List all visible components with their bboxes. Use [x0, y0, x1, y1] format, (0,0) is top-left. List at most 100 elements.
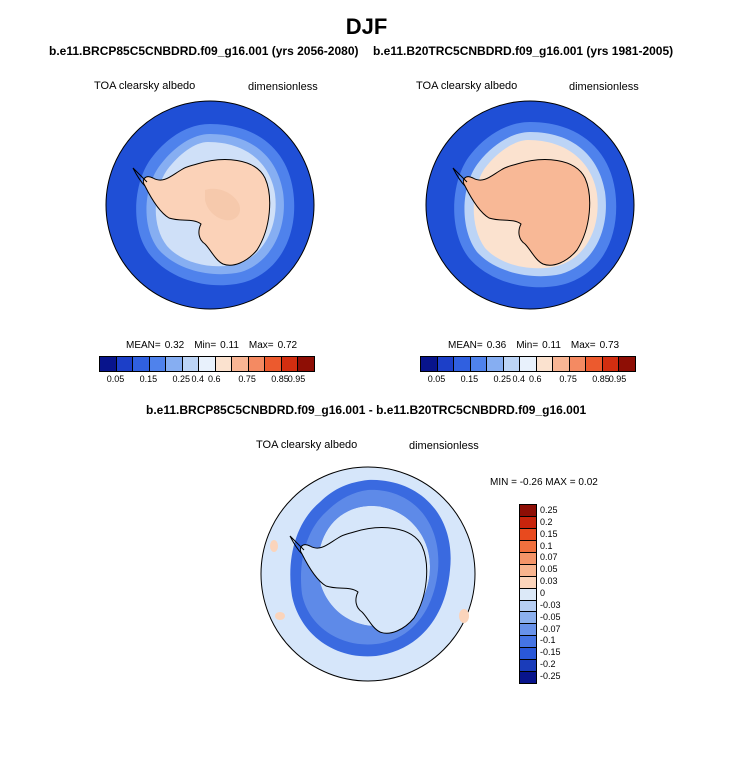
colorbar-tick-label: -0.03 [540, 599, 561, 610]
mean-label: MEAN= [448, 340, 483, 351]
max-value: 0.72 [277, 340, 298, 351]
colorbar-swatch [520, 648, 536, 661]
colorbar-swatch [569, 357, 587, 371]
colorbar-swatch [520, 505, 536, 517]
antarctic-peninsula [452, 167, 468, 187]
colorbar-tick-label: -0.1 [540, 635, 556, 646]
colorbar-swatch [520, 552, 536, 565]
colorbar-tick-label: 0.15 [139, 374, 158, 384]
diff-positive-patch [275, 612, 285, 620]
colorbar-swatch [149, 357, 167, 371]
colorbar-tick-label: 0.05 [106, 374, 125, 384]
colorbar-swatch [520, 516, 536, 529]
colorbar-tick-label: 0.1 [540, 540, 553, 551]
colorbar-tick-label: 0.03 [540, 576, 558, 587]
min-label: Min= [516, 340, 539, 351]
antarctica-landmass [142, 159, 271, 266]
antarctic-peninsula [132, 167, 148, 187]
diff-positive-patch [270, 540, 278, 552]
diff-map [260, 466, 476, 682]
colorbar-swatch [520, 357, 537, 371]
panel-1-variable-label: TOA clearsky albedo [94, 80, 196, 92]
colorbar-swatch [281, 357, 299, 371]
figure-title: DJF [345, 14, 388, 39]
colorbar-tick-label: 0 [540, 588, 546, 598]
colorbar-swatch [520, 624, 536, 637]
mean-value: 0.36 [486, 340, 507, 351]
panel-1-colorbar [99, 356, 315, 372]
colorbar-tick-label: 0.2 [540, 516, 553, 527]
colorbar-swatch [520, 660, 536, 673]
colorbar-tick-label: -0.05 [540, 611, 561, 622]
colorbar-swatch [421, 357, 438, 371]
colorbar-swatch [265, 357, 282, 371]
colorbar-swatch [536, 357, 554, 371]
colorbar-tick-label: -0.07 [540, 623, 561, 634]
colorbar-swatch [470, 357, 488, 371]
colorbar-swatch [520, 600, 536, 613]
colorbar-tick-label: 0.25 [172, 374, 191, 384]
diff-colorbar [519, 504, 537, 684]
colorbar-swatch [437, 357, 455, 371]
min-value: 0.11 [542, 340, 561, 351]
colorbar-tick-label: 0.75 [559, 374, 577, 384]
colorbar-tick-label: 0.07 [540, 552, 558, 563]
colorbar-tick-label: -0.15 [540, 647, 561, 658]
colorbar-tick-label: 0.75 [238, 374, 256, 384]
colorbar-tick-label: -0.25 [540, 671, 561, 682]
colorbar-tick-label: 0.05 [427, 374, 446, 384]
colorbar-swatch [232, 357, 249, 371]
max-value: 0.73 [599, 340, 620, 351]
diff-minmax-label: MIN = -0.26 MAX = 0.02 [490, 477, 598, 488]
colorbar-swatch [520, 540, 536, 553]
panel-2-units-label: dimensionless [569, 81, 639, 93]
max-label: Max= [248, 340, 274, 351]
panel-2-map [425, 100, 635, 310]
panel-1-case-title: b.e11.BRCP85C5CNBDRD.f09_g16.001 (yrs 20… [49, 44, 359, 58]
colorbar-swatch [520, 612, 536, 625]
panel-1-map [105, 100, 315, 310]
min-value: 0.11 [220, 340, 239, 351]
colorbar-swatch [553, 357, 570, 371]
colorbar-swatch [199, 357, 216, 371]
colorbar-swatch [454, 357, 471, 371]
min-label: Min= [194, 340, 217, 351]
colorbar-swatch [586, 357, 603, 371]
panel-2-colorbar [420, 356, 636, 372]
colorbar-tick-label: 0.85 [271, 374, 289, 384]
colorbar-tick-label: 0.85 [592, 374, 610, 384]
colorbar-swatch [602, 357, 620, 371]
colorbar-tick-label: 0.25 [540, 504, 558, 515]
colorbar-tick-label: 0.6 [528, 374, 542, 384]
colorbar-swatch [520, 636, 536, 649]
colorbar-swatch [215, 357, 233, 371]
colorbar-swatch [520, 576, 536, 589]
panel-2-variable-label: TOA clearsky albedo [416, 80, 518, 92]
colorbar-swatch [182, 357, 200, 371]
colorbar-tick-label: -0.2 [540, 659, 556, 670]
mean-value: 0.32 [164, 340, 185, 351]
panel-2-stats: MEAN= 0.36 Min= 0.11 Max= 0.73 [448, 340, 629, 351]
colorbar-tick-label: 0.6 [207, 374, 221, 384]
colorbar-swatch [248, 357, 266, 371]
colorbar-swatch [520, 672, 536, 684]
panel-1-units-label: dimensionless [248, 81, 318, 93]
colorbar-tick-label: 0.05 [540, 564, 558, 575]
colorbar-tick-label: 0.15 [540, 528, 558, 539]
diff-antarctic-peninsula [289, 535, 305, 555]
colorbar-tick-label: 0.4 [512, 374, 526, 384]
colorbar-swatch [487, 357, 504, 371]
max-label: Max= [570, 340, 596, 351]
surface-texture [205, 188, 241, 221]
colorbar-swatch [166, 357, 183, 371]
colorbar-swatch [133, 357, 150, 371]
colorbar-swatch [619, 357, 635, 371]
colorbar-tick-label: 0.25 [493, 374, 512, 384]
diff-variable-label: TOA clearsky albedo [256, 439, 358, 451]
antarctica-landmass [462, 159, 591, 266]
diff-colorbar-ticks: 0.25 0.2 0.15 0.1 0.07 0.05 0.03 0 -0.03 -0.05 -0.… [540, 504, 580, 682]
colorbar-tick-label: 0.15 [460, 374, 479, 384]
colorbar-tick-label: 0.95 [287, 374, 306, 384]
panel-2-case-title: b.e11.B20TRC5CNBDRD.f09_g16.001 (yrs 198… [373, 44, 674, 58]
colorbar-swatch [520, 528, 536, 541]
